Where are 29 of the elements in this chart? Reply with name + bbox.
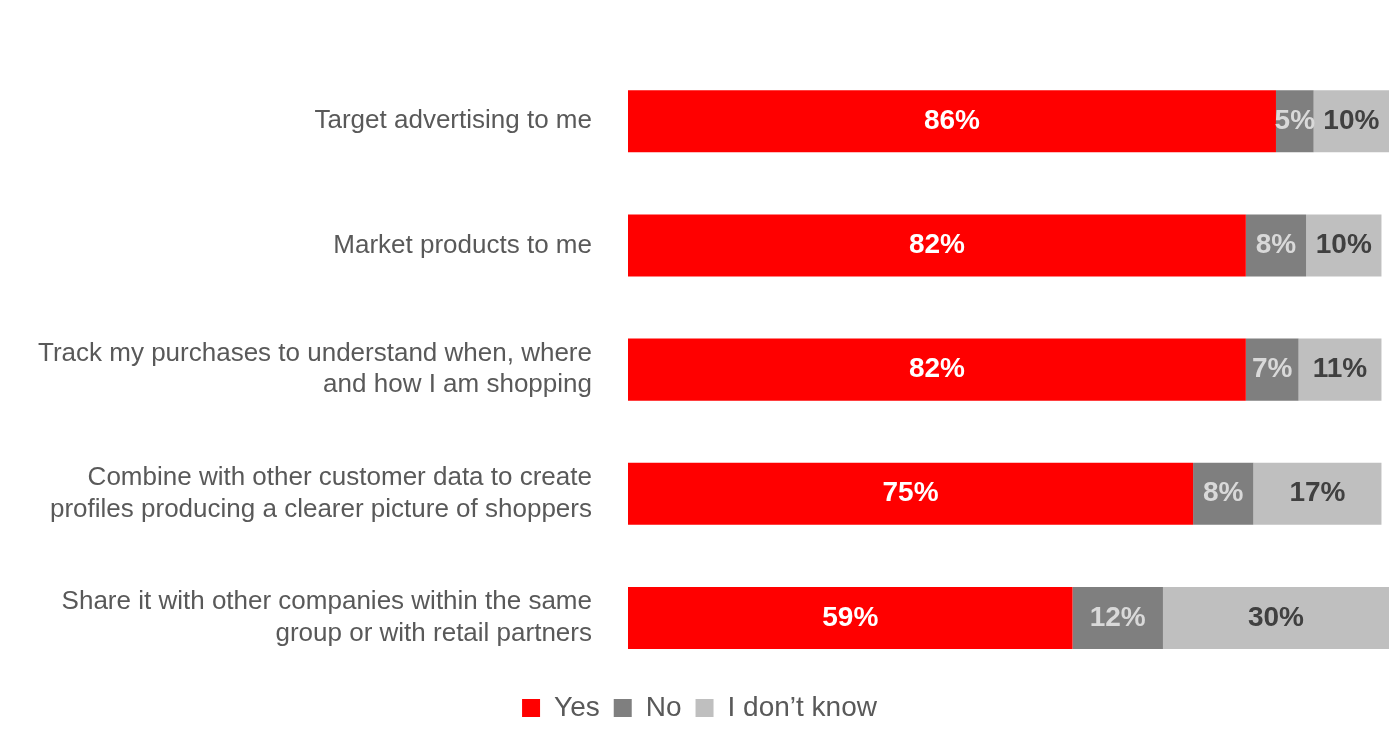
data-label: 82% [908,352,966,384]
data-label: 10% [1315,228,1372,260]
data-label: 59% [822,600,879,632]
bar [627,90,1276,153]
legend-label: No [645,690,682,722]
y-tick-label: Target advertising to me [314,104,592,135]
data-label: 8% [1255,228,1297,260]
y-tick-label: Combine with other customer data to create profiles producing a clearer picture of shoppers [50,461,592,523]
bar [627,214,1246,277]
data-label: 10% [1323,104,1380,135]
bar [627,586,1073,649]
bar [1162,586,1389,649]
data-label: 17% [1289,476,1346,508]
data-label: 12% [1089,600,1146,632]
data-label: 86% [923,104,981,135]
y-tick-label: Track my purchases to understand when, where and how I am shopping [37,337,592,399]
data-label: 30% [1247,600,1305,632]
data-label: 11% [1312,352,1368,384]
data-label: 82% [908,228,966,260]
y-tick-label: Market products to me [333,228,592,259]
bar [1253,462,1382,525]
bar [627,462,1194,525]
data-label: 7% [1251,352,1293,384]
data-label: 8% [1203,476,1244,508]
legend-label: Yes [554,690,600,722]
bar [627,338,1246,401]
data-label: 75% [882,476,939,508]
legend-label: I don’t know [727,690,878,722]
y-tick-label: Share it with other companies within the same group or with retail partners [61,585,592,647]
